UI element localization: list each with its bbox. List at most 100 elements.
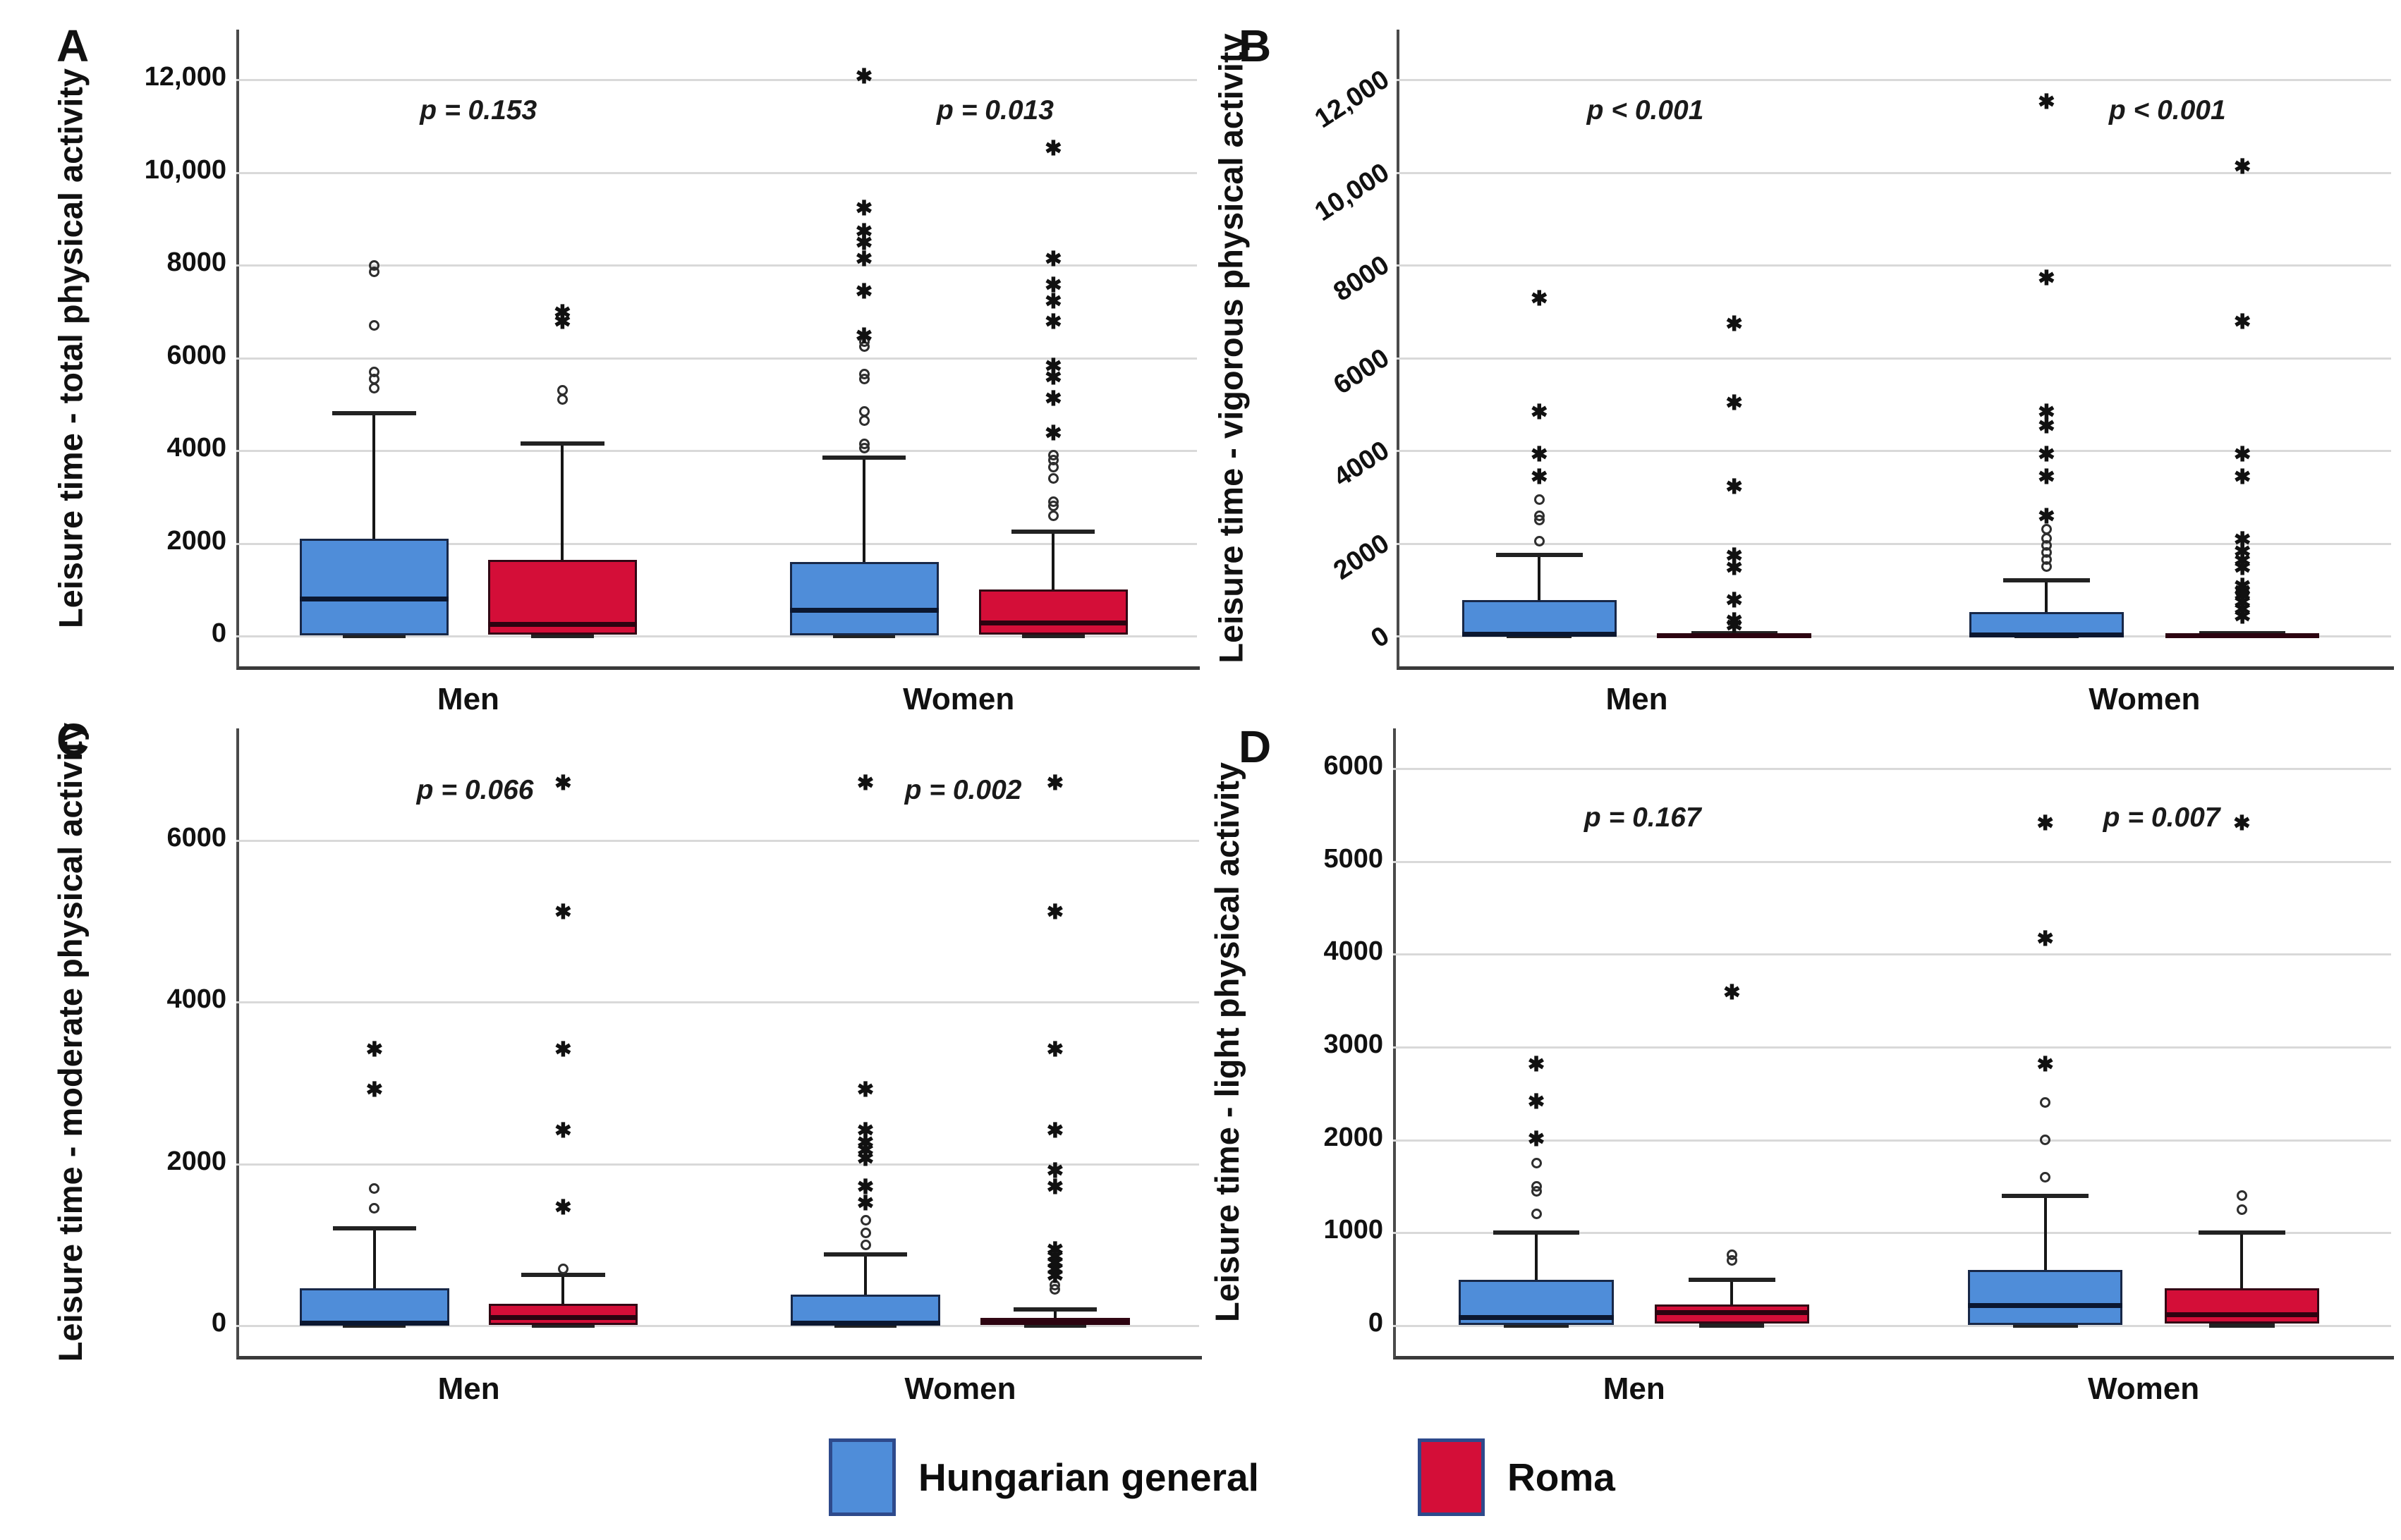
- box-C-women-hungarian-outlier-star-4: ✱: [856, 1131, 875, 1154]
- box-B-women-roma-outlier-star-7: ✱: [2234, 549, 2251, 573]
- box-B-women-roma-outlier-star-6: ✱: [2234, 556, 2251, 580]
- box-A-men-roma-outlier-circle-0: [557, 394, 568, 405]
- box-A-women-hungarian-outlier-star-5: ✱: [855, 197, 873, 221]
- box-D-men-roma-median: [1654, 1310, 1810, 1316]
- box-A-men-hungarian-whisker-cap-bottom: [343, 634, 406, 638]
- box-C-women-roma-outlier-star-10: ✱: [1046, 771, 1064, 795]
- panel-letter-A: A: [56, 20, 90, 71]
- box-B-men-hungarian-outlier-star-0: ✱: [1531, 466, 1548, 489]
- x-category-label-A-Men: Men: [437, 682, 499, 716]
- y-tick-label-D-2000: 2000: [1323, 1122, 1383, 1152]
- box-B-women-hungarian-median: [1969, 632, 2124, 637]
- y-tick-label-A-10000: 10,000: [144, 154, 226, 185]
- gridline-A-8000: [236, 264, 1197, 267]
- box-B-women-roma-outlier-star-2: ✱: [2234, 591, 2251, 614]
- gridline-A-2000: [236, 542, 1197, 545]
- box-A-women-hungarian: [789, 561, 939, 635]
- box-D-women-hungarian-outlier-circle-0: [2040, 1171, 2051, 1182]
- gridline-D-2000: [1393, 1139, 2391, 1142]
- box-B-men-roma-outlier-star-5: ✱: [1725, 475, 1743, 499]
- x-category-label-C-Men: Men: [437, 1371, 500, 1406]
- box-C-men-hungarian-whisker: [372, 1228, 376, 1289]
- box-C-men-hungarian-median: [300, 1321, 449, 1326]
- box-D-women-hungarian-whisker-cap-top: [2002, 1193, 2089, 1198]
- box-B-women-hungarian-outlier-star-0: ✱: [2038, 506, 2055, 529]
- box-C-women-roma-median: [980, 1319, 1130, 1325]
- p-value-label-D-Women: p = 0.007: [2103, 802, 2220, 833]
- box-A-men-roma-outlier-circle-1: [557, 385, 568, 396]
- box-C-women-hungarian-outlier-circle-2: [860, 1215, 871, 1226]
- gridline-B-10000: [1397, 171, 2391, 174]
- y-axis-label-A: Leisure time - total physical activity: [51, 68, 89, 628]
- box-B-men-roma-outlier-star-1: ✱: [1725, 609, 1743, 632]
- box-B-men-roma-outlier-star-6: ✱: [1725, 392, 1743, 415]
- box-C-women-hungarian-outlier-star-7: ✱: [856, 771, 875, 795]
- box-D-men-hungarian-outlier-star-2: ✱: [1527, 1053, 1545, 1077]
- box-C-men-hungarian-whisker-cap-top: [332, 1226, 417, 1231]
- box-C-men-roma-whisker-cap-bottom: [531, 1324, 595, 1328]
- box-D-men-hungarian-outlier-circle-0: [1531, 1209, 1542, 1220]
- box-C-women-hungarian-outlier-circle-0: [860, 1239, 871, 1250]
- box-A-women-roma-outlier-circle-2: [1047, 496, 1059, 507]
- box-C-men-hungarian-outlier-circle-0: [369, 1203, 380, 1214]
- box-C-women-hungarian-whisker: [864, 1254, 868, 1295]
- box-C-women-hungarian: [791, 1295, 940, 1325]
- box-A-women-roma-outlier-star-7: ✱: [1045, 248, 1062, 271]
- box-B-women-roma-outlier-star-5: ✱: [2234, 575, 2251, 598]
- box-A-women-hungarian-outlier-star-0: ✱: [855, 324, 873, 348]
- panel-letter-C: C: [56, 714, 90, 765]
- box-C-women-hungarian-outlier-star-2: ✱: [856, 1147, 875, 1171]
- p-value-label-A-Men: p = 0.153: [420, 95, 537, 126]
- box-B-women-roma-outlier-star-4: ✱: [2234, 580, 2251, 603]
- y-tick-label-D-3000: 3000: [1323, 1029, 1383, 1059]
- box-A-men-hungarian: [299, 538, 449, 635]
- box-A-women-roma-whisker: [1052, 532, 1055, 590]
- panel-letter-B: B: [1239, 20, 1272, 71]
- gridline-B-12000: [1397, 79, 2391, 81]
- box-C-men-roma-outlier-star-4: ✱: [554, 771, 572, 795]
- box-A-women-hungarian-whisker: [863, 457, 866, 562]
- box-C-men-roma-outlier-circle-0: [557, 1264, 569, 1275]
- box-A-women-roma-whisker-cap-bottom: [1022, 634, 1085, 638]
- y-axis-label-C: Leisure time - moderate physical activit…: [51, 722, 89, 1362]
- box-B-men-hungarian-outlier-circle-0: [1533, 535, 1545, 546]
- box-C-men-roma-outlier-star-3: ✱: [554, 901, 572, 924]
- box-D-men-hungarian-outlier-circle-3: [1531, 1158, 1542, 1169]
- box-A-women-roma-outlier-circle-3: [1047, 472, 1059, 484]
- box-C-women-roma-outlier-star-8: ✱: [1046, 1039, 1064, 1062]
- box-C-women-roma-outlier-star-0: ✱: [1046, 1265, 1064, 1288]
- box-A-women-hungarian-outlier-star-1: ✱: [855, 281, 873, 304]
- box-A-men-roma-whisker-cap-bottom: [531, 634, 594, 638]
- box-B-women-hungarian-outlier-star-3: ✱: [2038, 415, 2055, 439]
- box-C-men-roma-outlier-star-2: ✱: [554, 1039, 572, 1062]
- box-A-women-hungarian-outlier-circle-3: [858, 405, 870, 417]
- gridline-A-0: [236, 635, 1197, 637]
- box-A-women-hungarian-outlier-circle-5: [858, 369, 870, 379]
- box-D-women-hungarian-outlier-star-0: ✱: [2036, 1053, 2054, 1077]
- box-C-men-roma-whisker: [561, 1274, 565, 1304]
- box-D-women-roma-whisker: [2240, 1233, 2244, 1289]
- p-value-label-C-Women: p = 0.002: [904, 774, 1022, 805]
- box-A-women-hungarian-outlier-star-2: ✱: [855, 248, 873, 271]
- x-category-label-C-Women: Women: [904, 1371, 1016, 1406]
- legend-swatch-roma: [1418, 1438, 1485, 1516]
- box-A-men-roma-outlier-star-1: ✱: [554, 302, 571, 325]
- p-value-label-B-Women: p < 0.001: [2108, 95, 2226, 126]
- y-tick-label-D-4000: 4000: [1323, 936, 1383, 967]
- p-value-label-C-Men: p = 0.066: [416, 774, 534, 805]
- gridline-A-6000: [236, 357, 1197, 360]
- box-A-women-roma-outlier-circle-0: [1047, 510, 1059, 521]
- gridline-A-4000: [236, 450, 1197, 452]
- box-D-women-roma-outlier-star-0: ✱: [2233, 812, 2251, 835]
- box-A-women-roma-outlier-star-2: ✱: [1045, 367, 1062, 390]
- box-B-women-hungarian-outlier-circle-5: [2041, 524, 2052, 535]
- y-axis-label-D: Leisure time - light physical activity: [1208, 762, 1246, 1323]
- box-B-women-roma-outlier-star-13: ✱: [2234, 155, 2251, 178]
- box-A-women-roma-outlier-star-1: ✱: [1045, 387, 1062, 410]
- y-tick-label-A-8000: 8000: [166, 248, 226, 277]
- x-category-label-A-Women: Women: [903, 682, 1015, 716]
- box-A-men-hungarian-outlier-circle-3: [368, 319, 379, 331]
- box-D-women-roma-whisker-cap-bottom: [2209, 1324, 2275, 1328]
- box-D-women-hungarian-outlier-circle-2: [2040, 1097, 2051, 1108]
- gridline-D-6000: [1393, 767, 2391, 770]
